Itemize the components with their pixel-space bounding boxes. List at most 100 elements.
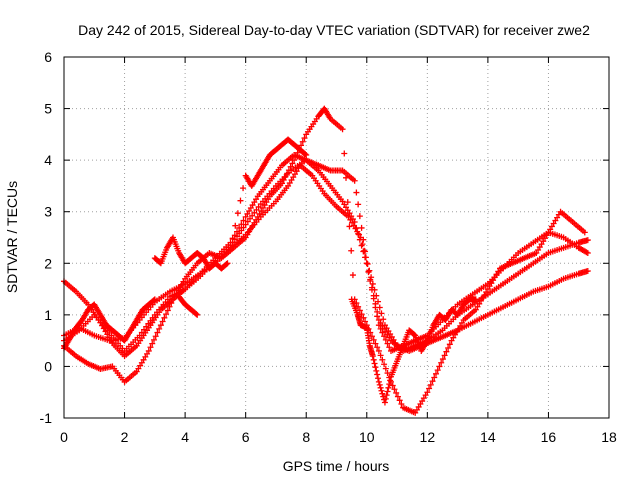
data-point (381, 399, 388, 406)
x-tick-label: 4 (181, 429, 189, 445)
data-point (232, 222, 239, 229)
data-point (376, 304, 383, 311)
data-point (375, 375, 382, 382)
data-point (372, 364, 379, 371)
series-track-f (348, 296, 479, 406)
data-point (377, 384, 384, 391)
data-point (445, 345, 452, 352)
data-point (361, 247, 368, 254)
data-point (341, 150, 348, 157)
data-point (240, 185, 247, 192)
x-tick-label: 0 (60, 429, 68, 445)
data-point (584, 249, 591, 256)
data-point (370, 356, 377, 363)
data-point (394, 393, 401, 400)
y-tick-label: 0 (44, 358, 52, 374)
data-point (382, 365, 389, 372)
data-point (194, 311, 201, 318)
x-tick-label: 16 (541, 429, 557, 445)
y-tick-label: -1 (40, 410, 53, 426)
data-point (359, 241, 366, 248)
data-point (379, 390, 386, 397)
data-point (366, 267, 373, 274)
data-point (371, 286, 378, 293)
data-point (374, 308, 381, 315)
data-point (370, 336, 377, 343)
data-point (381, 361, 388, 368)
data-point (363, 260, 370, 267)
data-point (234, 210, 241, 217)
x-tick-label: 6 (242, 429, 250, 445)
series-track-g (61, 296, 158, 352)
data-point (154, 329, 161, 336)
data-point (362, 254, 369, 261)
data-point (386, 381, 393, 388)
data-point (303, 151, 310, 158)
data-point (372, 340, 379, 347)
data-point (161, 314, 168, 321)
data-point (472, 296, 479, 303)
data-point (374, 371, 381, 378)
data-point (358, 311, 365, 318)
chart-title: Day 242 of 2015, Sidereal Day-to-day VTE… (78, 22, 590, 38)
data-point (384, 340, 391, 347)
data-point (375, 347, 382, 354)
data-point (379, 329, 386, 336)
data-series (61, 105, 591, 416)
data-point (377, 352, 384, 359)
data-point (369, 353, 376, 360)
data-point (357, 234, 364, 241)
x-tick-label: 8 (302, 429, 310, 445)
y-tick-label: 4 (44, 152, 52, 168)
data-point (237, 197, 244, 204)
data-point (368, 333, 375, 340)
data-point (379, 356, 386, 363)
data-point (441, 352, 448, 359)
data-point (391, 386, 398, 393)
data-point (431, 374, 438, 381)
data-point (301, 135, 308, 142)
y-tick-label: 6 (44, 49, 52, 65)
data-point (446, 341, 453, 348)
data-point (355, 303, 362, 310)
data-point (383, 392, 390, 399)
data-point (375, 378, 382, 385)
plot-frame (63, 56, 610, 419)
data-point (285, 167, 292, 174)
x-tick-label: 18 (601, 429, 617, 445)
grid (64, 57, 609, 418)
x-tick-label: 10 (359, 429, 375, 445)
data-point (287, 163, 294, 170)
x-axis-label: GPS time / hours (283, 458, 390, 474)
data-point (584, 268, 591, 275)
data-point (164, 307, 171, 314)
data-point (349, 272, 356, 279)
data-point (353, 189, 360, 196)
data-point (279, 180, 285, 187)
x-tick-label: 2 (121, 429, 129, 445)
x-tick-label: 14 (480, 429, 496, 445)
data-point (360, 248, 367, 255)
y-axis-label: SDTVAR / TECUs (4, 181, 20, 293)
data-point (343, 174, 350, 181)
data-point (240, 217, 247, 224)
data-point (157, 322, 164, 329)
data-point (163, 311, 170, 318)
data-point (382, 336, 389, 343)
data-point (429, 378, 436, 385)
series-track-e (151, 136, 310, 272)
data-point (368, 274, 375, 281)
data-point (373, 367, 380, 374)
data-point (168, 300, 175, 307)
data-point (151, 296, 158, 303)
data-point (369, 280, 376, 287)
data-point (145, 347, 152, 354)
data-point (374, 344, 381, 351)
data-point (344, 199, 351, 206)
data-point (365, 268, 372, 275)
data-point (356, 213, 363, 220)
data-point (229, 235, 236, 242)
data-point (284, 170, 291, 177)
